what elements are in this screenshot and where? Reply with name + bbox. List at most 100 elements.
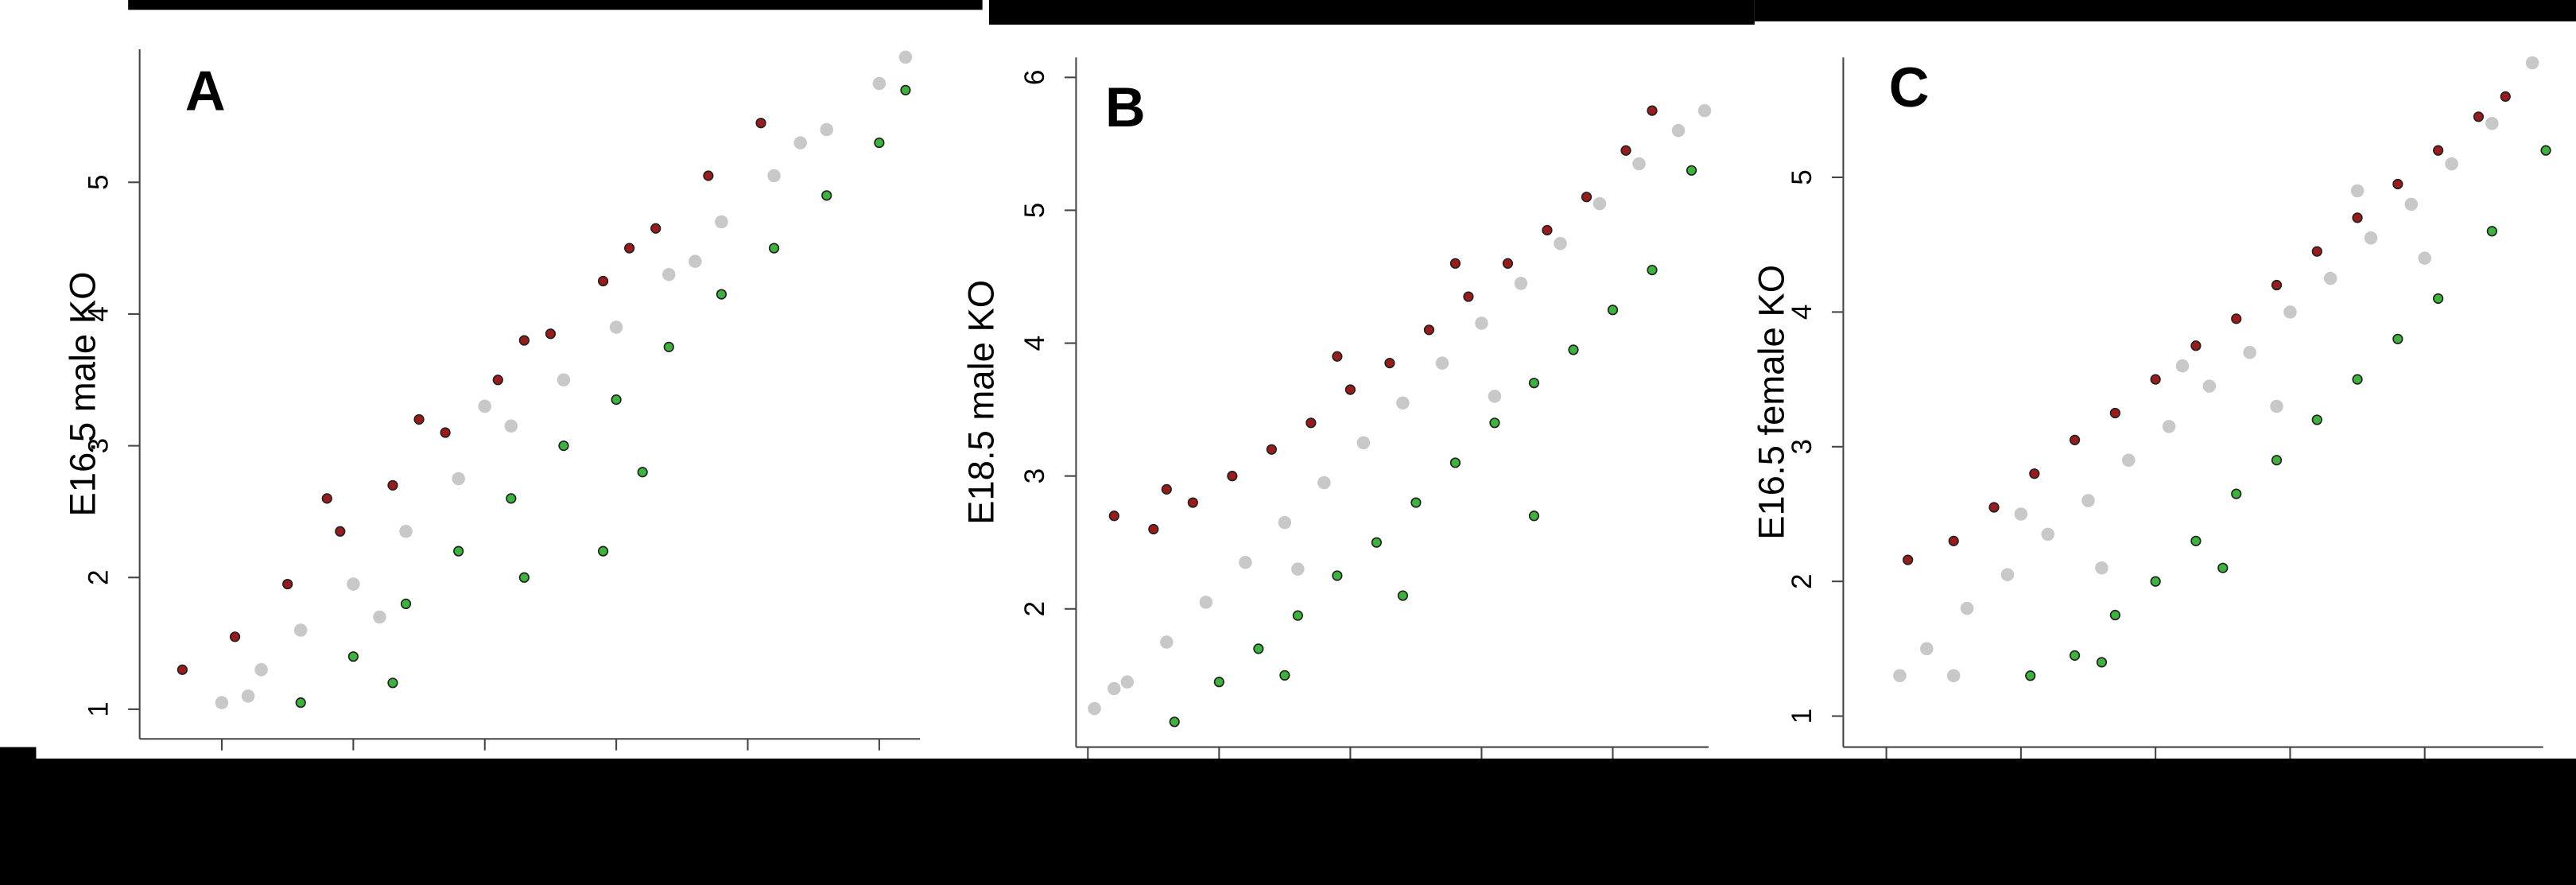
point — [2190, 535, 2202, 546]
point — [282, 578, 293, 590]
point — [452, 472, 465, 486]
point — [2323, 271, 2337, 285]
y-tick-label: 2 — [1787, 573, 1818, 589]
point — [1199, 596, 1213, 609]
point — [2445, 157, 2458, 171]
point — [2014, 507, 2028, 521]
point — [2217, 562, 2229, 573]
point — [715, 215, 728, 229]
point — [1396, 396, 1410, 410]
point — [2190, 340, 2202, 351]
point — [1697, 103, 1712, 118]
point — [2270, 399, 2283, 413]
point — [492, 375, 503, 386]
point — [611, 394, 622, 406]
point — [1449, 457, 1461, 468]
point — [1607, 305, 1619, 316]
point — [2271, 279, 2283, 291]
point — [689, 254, 702, 268]
y-axis-label: E16.5 male KO — [62, 272, 103, 517]
point — [2352, 374, 2363, 385]
point — [1332, 570, 1343, 581]
point — [703, 170, 714, 181]
top-bar — [1754, 0, 2576, 21]
point — [293, 623, 308, 637]
point — [2069, 650, 2081, 661]
point — [1489, 417, 1500, 429]
point — [1581, 192, 1593, 203]
point — [215, 696, 229, 709]
point — [1960, 601, 1974, 615]
point — [1488, 390, 1502, 403]
point — [1620, 145, 1631, 156]
panel-label: B — [1105, 76, 1146, 138]
y-axis-label: E18.5 male KO — [961, 280, 1002, 525]
top-bar — [988, 0, 1755, 25]
point — [1502, 258, 1514, 269]
point — [2081, 494, 2095, 507]
point — [2231, 488, 2242, 499]
point — [2540, 145, 2551, 156]
point — [1397, 590, 1409, 601]
point — [518, 572, 530, 583]
corner — [0, 747, 37, 764]
point — [1305, 417, 1317, 429]
y-tick-label: 3 — [83, 438, 114, 454]
point — [2069, 434, 2081, 445]
point — [1187, 497, 1198, 508]
point — [2486, 226, 2497, 237]
point — [453, 545, 464, 557]
point — [2096, 657, 2108, 668]
point — [1514, 277, 1528, 290]
point — [1920, 642, 1934, 656]
point — [2500, 91, 2511, 103]
point — [821, 190, 832, 201]
point — [1279, 670, 1290, 681]
panel-label: C — [1889, 56, 1930, 118]
point — [2392, 178, 2403, 190]
point — [2150, 576, 2161, 587]
point — [1893, 669, 1907, 683]
point — [1647, 105, 1658, 116]
point — [1169, 716, 1180, 728]
point — [2041, 527, 2054, 541]
point — [241, 689, 255, 703]
point — [1253, 643, 1264, 654]
y-tick-label: 5 — [1019, 203, 1050, 219]
point — [1554, 236, 1567, 250]
point — [335, 526, 346, 537]
point — [1291, 562, 1305, 576]
y-tick-label: 4 — [1787, 305, 1818, 320]
point — [413, 413, 425, 425]
y-tick-label: 3 — [1019, 468, 1050, 484]
point — [1542, 224, 1553, 236]
point — [1088, 701, 1101, 716]
point — [1266, 444, 1277, 455]
point — [1120, 675, 1135, 689]
point — [1227, 471, 1238, 482]
point — [1292, 610, 1303, 621]
point — [1317, 475, 1331, 490]
point — [1463, 291, 1474, 302]
point — [2392, 333, 2403, 344]
point — [1435, 356, 1449, 370]
y-tick-label: 5 — [83, 175, 114, 191]
point — [2404, 197, 2419, 212]
point — [1632, 157, 1646, 171]
point — [2283, 305, 2297, 319]
point — [768, 243, 780, 254]
point — [2109, 609, 2120, 621]
point — [1593, 196, 1607, 211]
point — [1903, 554, 1914, 565]
point — [793, 136, 807, 149]
point — [1384, 358, 1395, 369]
point — [1423, 324, 1435, 336]
point — [295, 697, 306, 708]
point — [2025, 670, 2036, 681]
y-tick-label: 3 — [1787, 439, 1818, 455]
point — [1568, 344, 1579, 355]
point — [2029, 468, 2040, 479]
point — [229, 631, 241, 642]
top-bar — [128, 0, 983, 10]
